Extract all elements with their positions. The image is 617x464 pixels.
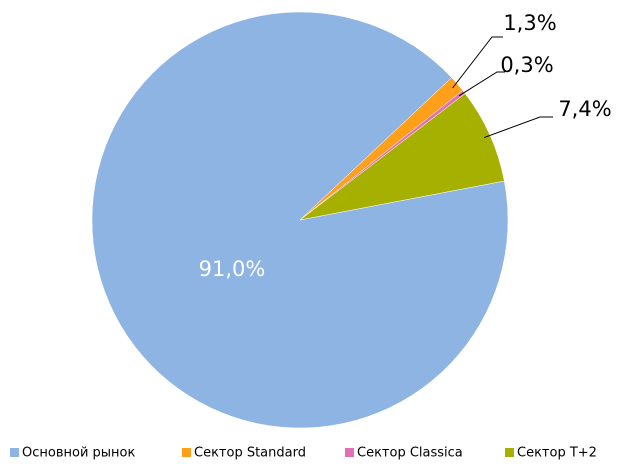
value-label: 0,3%: [500, 53, 553, 77]
legend-label: Сектор T+2: [517, 446, 597, 461]
legend-swatch: [345, 448, 354, 457]
value-label: 1,3%: [503, 11, 556, 35]
legend-swatch: [505, 448, 514, 457]
leader-line: [483, 116, 553, 139]
legend-swatch: [182, 448, 191, 457]
legend-label: Основной рынок: [22, 446, 135, 461]
value-label: 7,4%: [558, 97, 611, 121]
legend-label: Сектор Standard: [194, 446, 306, 461]
legend-label: Сектор Classica: [357, 446, 463, 461]
legend-swatch: [10, 448, 19, 457]
leader-line: [458, 71, 505, 97]
value-label: 91,0%: [199, 257, 266, 281]
leader-line: [452, 36, 503, 89]
